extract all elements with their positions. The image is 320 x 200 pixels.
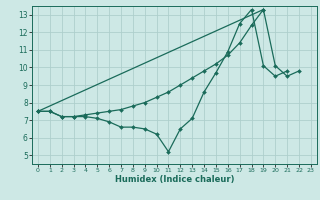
X-axis label: Humidex (Indice chaleur): Humidex (Indice chaleur) (115, 175, 234, 184)
